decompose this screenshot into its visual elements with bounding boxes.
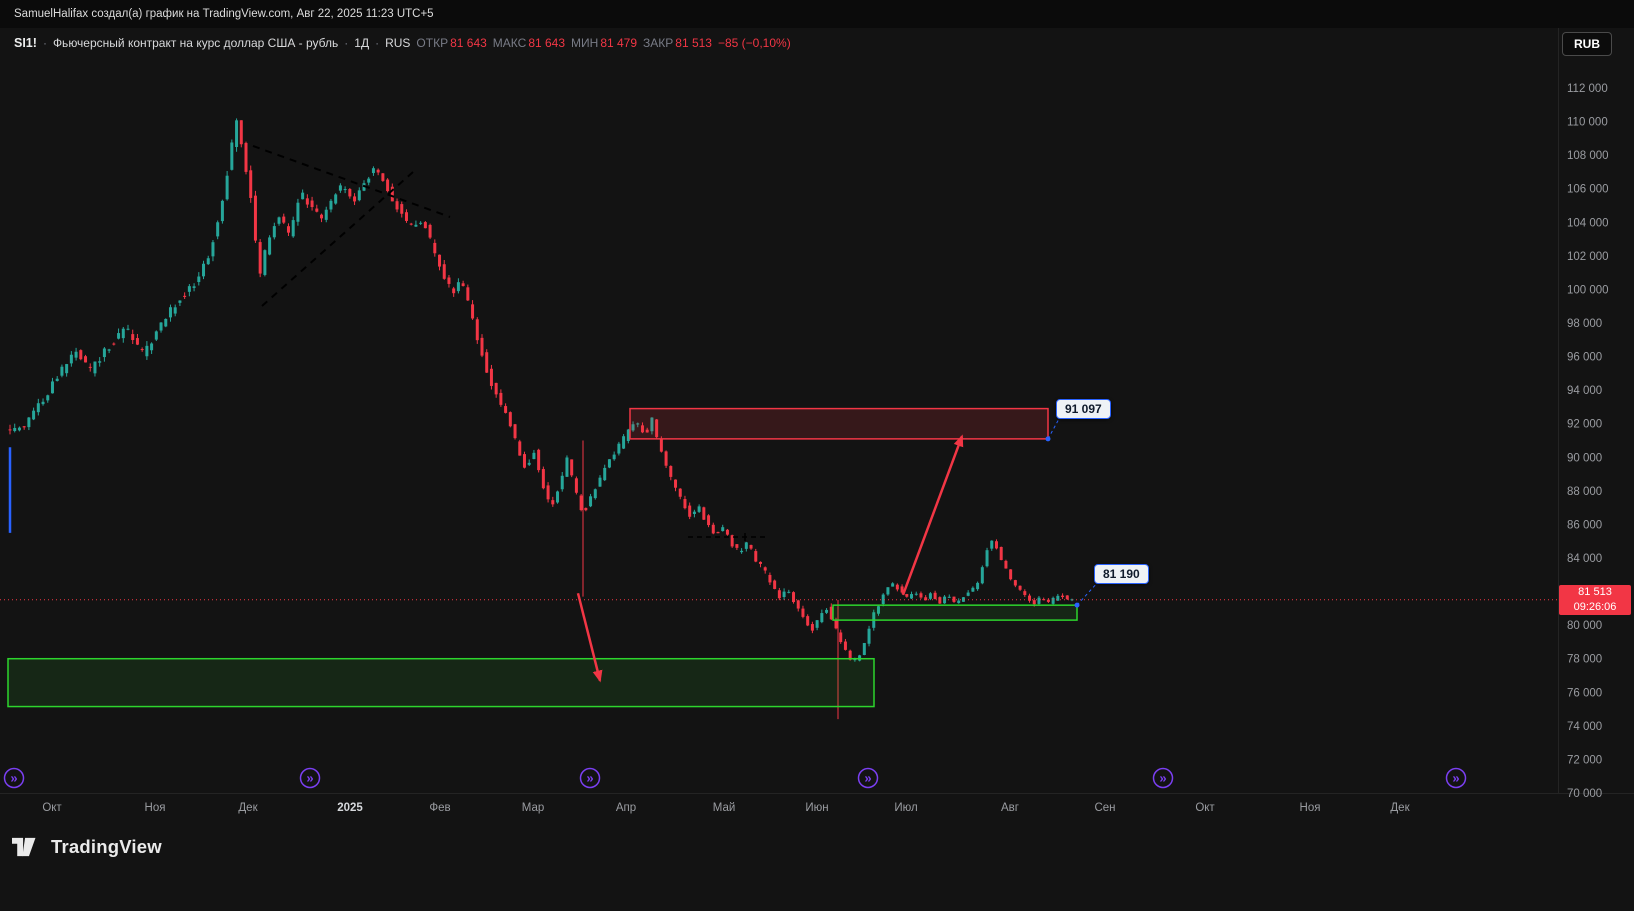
ohlc-high: МАКС 81 643 — [493, 36, 565, 50]
low-value: 81 479 — [600, 36, 638, 50]
svg-text:Авг: Авг — [1001, 802, 1019, 814]
svg-text:76 000: 76 000 — [1567, 687, 1602, 699]
high-label: МАКС — [492, 36, 527, 50]
close-value: 81 513 — [675, 36, 712, 50]
change-value: −85 (−0,10%) — [717, 36, 791, 50]
svg-text:Апр: Апр — [616, 802, 636, 814]
timeline-jump-icon[interactable] — [299, 767, 321, 789]
svg-text:86 000: 86 000 — [1567, 519, 1602, 531]
svg-text:78 000: 78 000 — [1567, 654, 1602, 666]
svg-text:»: » — [10, 771, 17, 786]
chart-legend: SI1! · Фьючерсный контракт на курс долла… — [14, 36, 791, 50]
time-axis[interactable]: Окт Ноя Дек 2025 Фев Мар Апр Май Июн Июл Авг Сен Окт… — [42, 802, 1410, 814]
demand-zone-rect-small[interactable] — [832, 604, 1078, 621]
svg-text:102 000: 102 000 — [1567, 251, 1609, 263]
svg-text:88 000: 88 000 — [1567, 486, 1602, 498]
svg-text:Июн: Июн — [805, 802, 828, 814]
svg-text:108 000: 108 000 — [1567, 150, 1609, 162]
attribution-text: SamuelHalifax создал(а) график на Tradin… — [14, 8, 434, 20]
svg-text:100 000: 100 000 — [1567, 284, 1609, 296]
tradingview-logo-text: TradingView — [51, 836, 162, 857]
svg-text:90 000: 90 000 — [1567, 452, 1602, 464]
last-price-value: 81 513 — [1578, 586, 1612, 598]
trendline-lower[interactable] — [261, 171, 414, 307]
svg-text:70 000: 70 000 — [1567, 788, 1602, 800]
symbol-name[interactable]: SI1! — [14, 36, 37, 50]
tradingview-logo-icon — [12, 837, 36, 857]
svg-text:72 000: 72 000 — [1567, 754, 1602, 766]
anchor-dot-supply[interactable] — [1045, 436, 1051, 442]
svg-text:»: » — [1159, 771, 1166, 786]
timeline-jump-icon[interactable] — [857, 767, 879, 789]
svg-text:112 000: 112 000 — [1567, 83, 1608, 95]
svg-text:96 000: 96 000 — [1567, 352, 1602, 364]
label-connector-supply — [1047, 416, 1061, 440]
symbol-description[interactable]: Фьючерсный контракт на курс доллар США -… — [52, 36, 339, 50]
arrow-down[interactable] — [576, 592, 603, 683]
svg-text:94 000: 94 000 — [1567, 385, 1602, 397]
label-connector-demand — [1076, 581, 1099, 606]
current-price-label: 81 513 09:26:06 — [1559, 585, 1631, 615]
svg-text:Июл: Июл — [894, 802, 917, 814]
svg-text:74 000: 74 000 — [1567, 721, 1602, 733]
svg-text:106 000: 106 000 — [1567, 184, 1609, 196]
close-label: ЗАКР — [643, 36, 674, 50]
svg-text:»: » — [1452, 771, 1459, 786]
svg-text:Ноя: Ноя — [1300, 802, 1321, 814]
ohlc-open: ОТКР 81 643 — [416, 36, 486, 50]
open-value: 81 643 — [450, 36, 487, 50]
interval-label[interactable]: 1Д — [354, 36, 370, 50]
demand-zone-price-label[interactable]: 81 190 — [1094, 564, 1149, 584]
svg-text:Ноя: Ноя — [145, 802, 166, 814]
svg-text:Сен: Сен — [1094, 802, 1115, 814]
high-value: 81 643 — [528, 36, 566, 50]
svg-text:Май: Май — [713, 802, 736, 814]
svg-text:92 000: 92 000 — [1567, 419, 1602, 431]
arrow-up[interactable] — [901, 434, 964, 596]
timeline-markers: » » » » » » — [3, 767, 1467, 789]
svg-text:»: » — [586, 771, 593, 786]
svg-text:»: » — [864, 771, 871, 786]
supply-zone-price-label[interactable]: 91 097 — [1056, 399, 1111, 419]
svg-text:»: » — [306, 771, 313, 786]
svg-text:104 000: 104 000 — [1567, 217, 1609, 229]
svg-text:Мар: Мар — [522, 802, 545, 814]
separator-dot: · — [375, 36, 380, 50]
timeline-jump-icon[interactable] — [1152, 767, 1174, 789]
svg-text:110 000: 110 000 — [1567, 117, 1608, 129]
ohlc-low: МИН 81 479 — [571, 36, 637, 50]
bar-countdown: 09:26:06 — [1573, 601, 1617, 613]
svg-text:Дек: Дек — [238, 802, 258, 814]
svg-text:Окт: Окт — [1195, 802, 1215, 814]
separator-dot: · — [42, 36, 47, 50]
svg-text:84 000: 84 000 — [1567, 553, 1602, 565]
svg-text:Дек: Дек — [1390, 802, 1410, 814]
anchor-dot-demand[interactable] — [1074, 602, 1080, 608]
separator-dot: · — [344, 36, 349, 50]
svg-text:2025: 2025 — [337, 802, 363, 814]
candlestick-series[interactable] — [8, 118, 1074, 662]
low-label: МИН — [571, 36, 599, 50]
timeline-jump-icon[interactable] — [1445, 767, 1467, 789]
open-label: ОТКР — [416, 36, 449, 50]
trendline-upper[interactable] — [252, 145, 451, 218]
supply-zone-rect[interactable] — [629, 407, 1049, 440]
tradingview-logo[interactable]: TradingView — [12, 836, 162, 858]
svg-text:80 000: 80 000 — [1567, 620, 1602, 632]
timeline-jump-icon[interactable] — [579, 767, 601, 789]
price-axis[interactable]: 112 000 110 000 108 000 106 000 104 000 102 0… — [1567, 83, 1609, 800]
ohlc-close: ЗАКР 81 513 — [643, 36, 712, 50]
exchange-label[interactable]: RUS — [385, 36, 411, 50]
svg-text:Фев: Фев — [429, 802, 450, 814]
timeline-jump-icon[interactable] — [3, 767, 25, 789]
svg-text:98 000: 98 000 — [1567, 318, 1602, 330]
attribution-bar: SamuelHalifax создал(а) график на Tradin… — [0, 0, 1634, 28]
svg-text:Окт: Окт — [42, 802, 62, 814]
currency-button[interactable]: RUB — [1562, 32, 1612, 56]
demand-zone-rect-large[interactable] — [7, 657, 875, 708]
